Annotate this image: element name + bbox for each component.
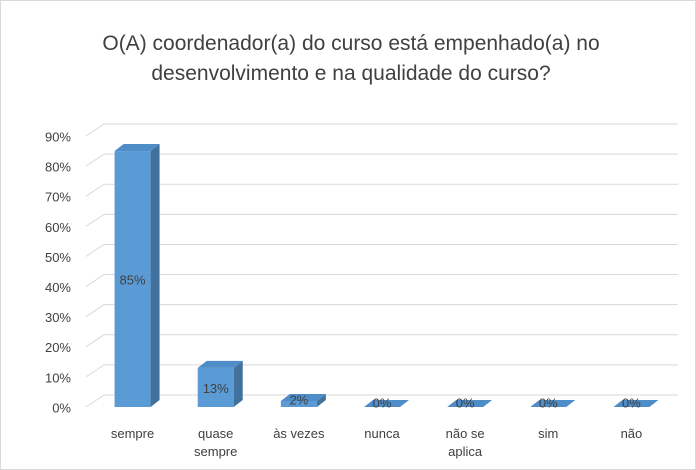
x-tick-label: não [620,426,643,441]
bar-top [114,144,160,152]
y-tick-label: 40% [45,280,71,295]
y-tick-label: 60% [45,220,71,235]
grid-line [85,183,678,197]
grid-line [85,123,678,137]
bar-top [447,400,493,407]
bar-front [197,367,234,407]
grid-line [85,243,678,257]
x-tick-label: quase sempre [194,426,238,459]
y-tick-label: 10% [45,370,71,385]
grid-line [85,304,678,318]
value-label: 85% [120,272,146,287]
bar-top [530,400,576,407]
x-tick-label: nunca [364,426,400,441]
grid-line [85,213,678,227]
bar-top [364,400,409,407]
y-tick-label: 0% [52,400,71,415]
y-tick-label: 50% [45,250,71,265]
bar-top [613,400,659,407]
bar-top [280,393,326,401]
y-tick-label: 70% [45,190,71,205]
x-tick-label: sim [538,426,559,441]
bar-side [150,144,160,408]
grid-line [85,153,678,167]
value-label: 2% [289,392,308,407]
x-tick-label: sempre [110,426,155,441]
bar-side [316,393,326,407]
grid-line [85,364,678,378]
x-tick-label: às vezes [273,426,325,441]
y-tick-label: 20% [45,340,71,355]
chart-title: O(A) coordenador(a) do curso está empenh… [102,32,600,85]
bar-top [197,360,243,368]
y-tick-label: 80% [45,160,71,175]
grid-line [85,274,678,287]
value-label: 0% [456,395,475,410]
value-label: 0% [622,395,641,410]
value-label: 0% [373,395,392,410]
value-label: 13% [203,381,229,396]
bar-front [114,151,151,407]
grid-line [85,394,678,408]
value-label: 0% [539,395,558,410]
bar-front [280,400,317,407]
bar-side [233,360,243,407]
grid-line [85,334,678,348]
x-tick-label: não se aplica [445,426,485,459]
y-tick-label: 30% [45,310,71,325]
y-tick-label: 90% [45,129,71,144]
